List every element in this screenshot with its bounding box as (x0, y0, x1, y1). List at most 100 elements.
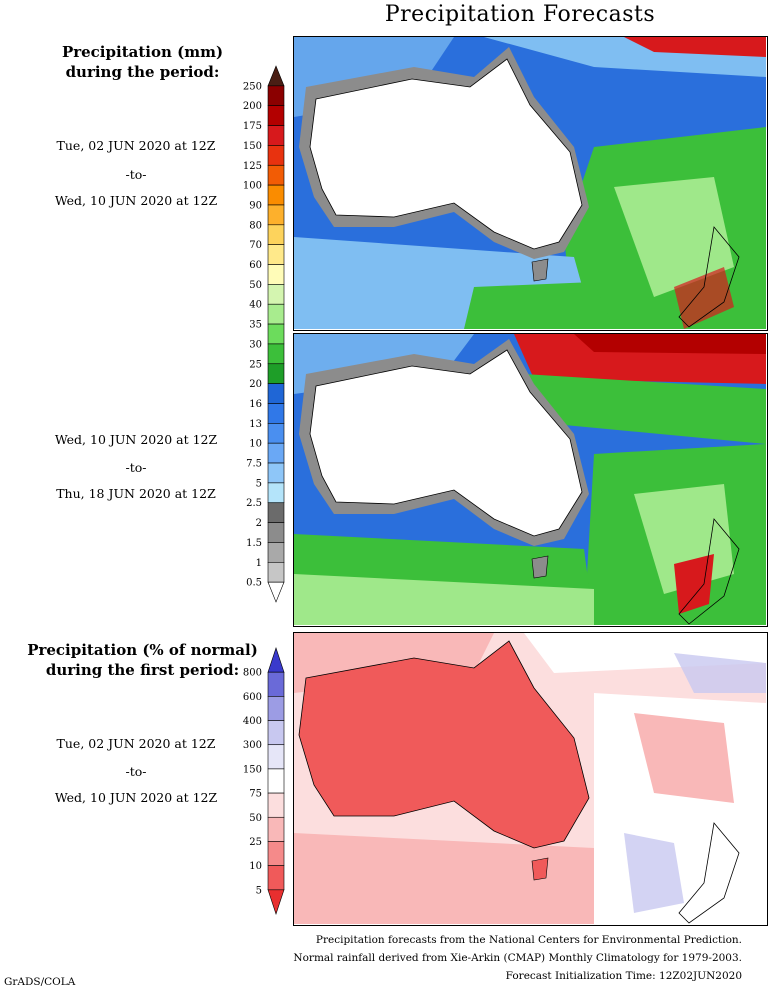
credit-line2: Normal rainfall derived from Xie-Arkin (… (293, 952, 742, 964)
pct-swatch (267, 841, 285, 866)
pct-tick-label: 25 (249, 837, 262, 848)
pct-heading-line2: during the first period: (45, 661, 240, 679)
credit-line1: Precipitation forecasts from the Nationa… (315, 934, 742, 946)
precip-tick-label: 0.5 (246, 578, 262, 589)
pct-swatch (267, 816, 285, 842)
period3-sep: -to- (125, 764, 147, 779)
precip-tick-label: 20 (249, 379, 262, 390)
precip-tick-label: 70 (249, 240, 262, 251)
precip-tick-label: 40 (249, 300, 262, 311)
pct-tick-label: 300 (243, 740, 262, 751)
pct-swatch (267, 647, 285, 673)
precip-tick-label: 5 (256, 478, 262, 489)
pct-legend-heading: Precipitation (% of normal) during the f… (0, 640, 285, 680)
precip-swatch (267, 303, 285, 325)
precip-swatch (267, 65, 285, 87)
precip-tick-label: 1.5 (246, 538, 262, 549)
map-panel-percent-normal (293, 632, 768, 926)
pct-swatch (267, 768, 285, 794)
precip-heading-line2: during the period: (65, 63, 220, 81)
period2-end: Thu, 18 JUN 2020 at 12Z (56, 486, 216, 501)
precip-swatch (267, 85, 285, 107)
precip-tick-label: 1 (256, 558, 262, 569)
precip-swatch (267, 581, 285, 603)
precip-tick-label: 7.5 (246, 459, 262, 470)
period2-sep: -to- (125, 460, 147, 475)
pct-tick-label: 5 (256, 885, 262, 896)
precip-swatch (267, 542, 285, 563)
grads-footer: GrADS/COLA (4, 976, 76, 988)
precip-tick-label: 35 (249, 320, 262, 331)
pct-swatch (267, 792, 285, 818)
pct-tick-label: 400 (243, 716, 262, 727)
precip-swatch (267, 383, 285, 404)
precip-tick-label: 50 (249, 280, 262, 291)
precip-swatch (267, 145, 285, 166)
precip-tick-label: 10 (249, 439, 262, 450)
precip-swatch (267, 502, 285, 523)
pct-swatch (267, 696, 285, 721)
pct-tick-label: 800 (243, 668, 262, 679)
precip-tick-label: 250 (243, 81, 262, 92)
precip-tick-label: 80 (249, 220, 262, 231)
period3-start: Tue, 02 JUN 2020 at 12Z (56, 736, 216, 751)
precip-swatch (267, 224, 285, 245)
pct-swatch (267, 671, 285, 697)
legend-bars: 2502001751501251009080706050403530252016… (243, 65, 285, 915)
pct-colorbar: 800 600 400 300 150 75 50 25 10 5 (243, 647, 285, 915)
page-title: Precipitation Forecasts (384, 2, 656, 27)
credit-line3: Forecast Initialization Time: 12Z02JUN20… (505, 970, 742, 982)
precip-tick-label: 90 (249, 200, 262, 211)
pct-tick-label: 75 (249, 789, 262, 800)
map-panel-period1 (293, 36, 768, 331)
precip-swatch (267, 522, 285, 543)
precip-tick-label: 13 (249, 419, 262, 430)
precip-swatch (267, 403, 285, 424)
precip-swatch (267, 244, 285, 265)
precip-tick-label: 60 (249, 260, 262, 271)
precip-swatch (267, 423, 285, 444)
precip-swatch (267, 125, 285, 146)
precip-swatch (267, 204, 285, 226)
precip-tick-label: 200 (243, 101, 262, 112)
precip-swatch (267, 442, 285, 464)
precip-swatch (267, 284, 285, 305)
pct-tick-label: 600 (243, 692, 262, 703)
precip-swatch (267, 561, 285, 583)
period1-sep: -to- (125, 167, 147, 182)
period3-end: Wed, 10 JUN 2020 at 12Z (54, 790, 218, 805)
pct-tick-label: 50 (249, 813, 262, 824)
precip-colorbar: 2502001751501251009080706050403530252016… (243, 65, 285, 603)
precip-swatch (267, 363, 285, 384)
precip-swatch (267, 482, 285, 504)
period2-start: Wed, 10 JUN 2020 at 12Z (54, 432, 218, 447)
precip-tick-label: 30 (249, 339, 262, 350)
map-panel-period2 (293, 333, 768, 627)
pct-swatch (267, 744, 285, 770)
pct-swatch (267, 889, 285, 915)
period1-end: Wed, 10 JUN 2020 at 12Z (54, 193, 218, 208)
precip-tick-label: 100 (243, 181, 262, 192)
precip-tick-label: 16 (249, 399, 262, 410)
precip-tick-label: 25 (249, 359, 262, 370)
pct-swatch (267, 865, 285, 891)
precip-heading-line1: Precipitation (mm) (61, 43, 224, 61)
pct-heading-line1: Precipitation (% of normal) (27, 641, 258, 659)
precip-tick-label: 150 (243, 141, 262, 152)
precip-swatch (267, 264, 285, 285)
pct-tick-label: 10 (249, 861, 262, 872)
precip-legend-heading: Precipitation (mm) during the period: (0, 42, 285, 82)
precip-swatch (267, 462, 285, 484)
precip-swatch (267, 184, 285, 206)
precip-swatch (267, 105, 285, 126)
precip-tick-label: 2 (256, 518, 262, 529)
precip-tick-label: 125 (243, 161, 262, 172)
precip-tick-label: 2.5 (246, 498, 262, 509)
precip-tick-label: 175 (243, 121, 262, 132)
precip-swatch (267, 164, 285, 186)
pct-swatch (267, 720, 285, 746)
period1-start: Tue, 02 JUN 2020 at 12Z (56, 138, 216, 153)
pct-tick-label: 150 (243, 764, 262, 775)
precip-swatch (267, 343, 285, 365)
precip-swatch (267, 323, 285, 345)
